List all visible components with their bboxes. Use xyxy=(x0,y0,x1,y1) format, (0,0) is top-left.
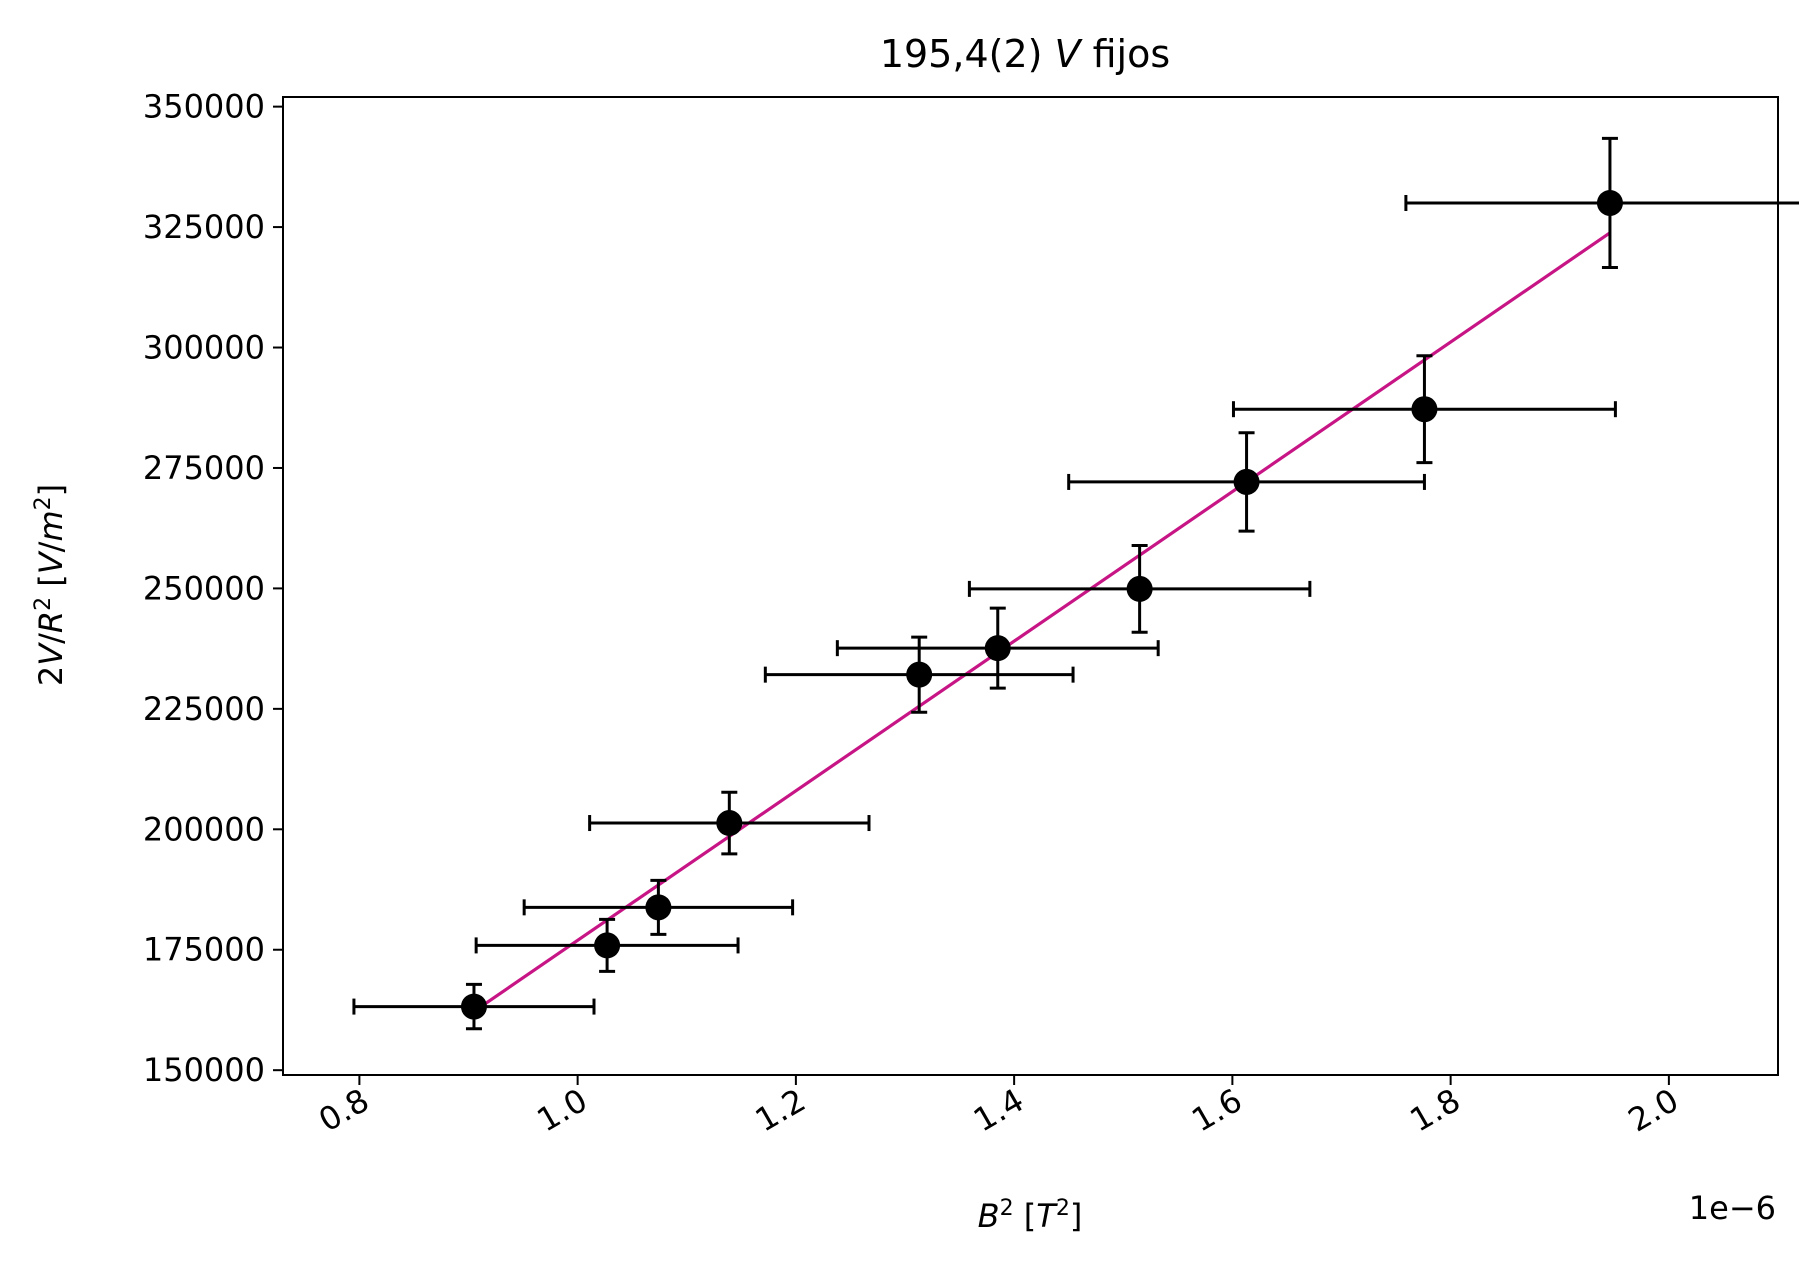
x-tick-label: 1.4 xyxy=(967,1081,1030,1139)
data-marker xyxy=(594,932,621,959)
data-point xyxy=(763,635,1075,714)
y-tick-label: 325000 xyxy=(143,208,265,246)
x-tick-label: 1.8 xyxy=(1404,1081,1467,1139)
data-point xyxy=(522,878,795,936)
x-tick-label: 1.0 xyxy=(531,1081,594,1139)
title-part-1: 195,4(2) xyxy=(880,32,1055,76)
data-marker xyxy=(1596,189,1623,216)
data-marker xyxy=(460,993,487,1020)
data-marker xyxy=(1126,575,1153,602)
data-point xyxy=(474,917,740,973)
x-offset-text: 1e−6 xyxy=(1689,1189,1776,1227)
data-point xyxy=(1404,136,1799,270)
chart-title: 195,4(2) V fijos xyxy=(880,32,1170,76)
data-marker xyxy=(1233,468,1260,495)
data-marker xyxy=(906,661,933,688)
y-tick-label: 300000 xyxy=(143,329,265,367)
y-tick-label: 200000 xyxy=(143,810,265,848)
title-part-3: fijos xyxy=(1081,32,1171,76)
title-part-2: V xyxy=(1055,32,1084,76)
y-tick-label: 175000 xyxy=(143,931,265,969)
y-tick-label: 250000 xyxy=(143,569,265,607)
y-tick-label: 275000 xyxy=(143,449,265,487)
data-marker xyxy=(645,894,672,921)
data-marker xyxy=(984,635,1011,662)
data-point xyxy=(1231,354,1617,465)
data-point xyxy=(588,790,871,856)
fit-line xyxy=(473,231,1611,1013)
y-tick-label: 225000 xyxy=(143,690,265,728)
y-axis-label: 2V/R2 [V/m2] xyxy=(31,484,70,686)
data-point xyxy=(835,606,1160,690)
y-tick-label: 150000 xyxy=(143,1051,265,1089)
y-axis: 150000 175000 200000 225000 250000 275000 3000… xyxy=(143,88,283,1089)
data-marker xyxy=(716,810,743,837)
x-tick-label: 0.8 xyxy=(312,1081,375,1139)
x-axis: 0.8 1.0 1.2 1.4 1.6 1.8 2.0 xyxy=(312,1075,1685,1139)
data-point xyxy=(967,544,1312,634)
x-axis-label: B2 [T2] xyxy=(978,1196,1083,1235)
x-tick-label: 1.2 xyxy=(749,1081,812,1139)
plot-frame xyxy=(282,96,1779,1076)
data-marker xyxy=(1411,396,1438,423)
x-tick-label: 1.6 xyxy=(1185,1081,1248,1139)
y-tick-label: 350000 xyxy=(143,88,265,126)
plot-area xyxy=(352,136,1799,1031)
data-point xyxy=(1067,431,1426,533)
data-point xyxy=(352,982,596,1031)
x-tick-label: 2.0 xyxy=(1622,1081,1685,1139)
